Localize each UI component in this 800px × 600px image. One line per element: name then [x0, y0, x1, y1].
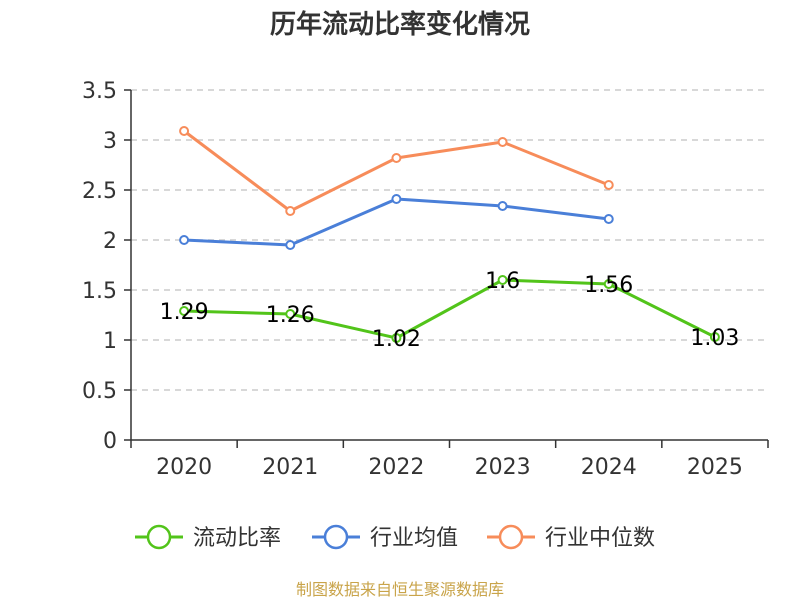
legend-label: 行业均值 — [370, 526, 458, 551]
data-point[interactable] — [285, 309, 296, 319]
y-tick-label: 0.5 — [82, 379, 117, 404]
data-point[interactable] — [391, 194, 402, 204]
x-tick-label: 2020 — [156, 455, 212, 480]
y-tick-label: 1.5 — [82, 279, 117, 304]
data-label: 1.29 — [160, 300, 209, 325]
data-point[interactable] — [603, 180, 614, 190]
legend-marker — [323, 524, 349, 550]
data-point[interactable] — [285, 206, 296, 216]
chart-title: 历年流动比率变化情况 — [270, 9, 530, 40]
x-tick-label: 2023 — [475, 455, 531, 480]
grid — [131, 89, 768, 391]
y-tick-label: 0 — [103, 429, 117, 454]
data-point[interactable] — [603, 279, 614, 289]
data-point[interactable] — [179, 306, 190, 316]
legend-item-2[interactable]: 行业中位数 — [487, 524, 655, 551]
data-point[interactable] — [603, 214, 614, 224]
x-tick-label: 2021 — [262, 455, 318, 480]
legend-marker — [498, 524, 524, 550]
data-labels: 1.29 1.26 1.02 1.6 1.56 1.03 — [160, 269, 740, 352]
data-point[interactable] — [179, 126, 190, 136]
y-tick-label: 2.5 — [82, 179, 117, 204]
y-tick-label: 3.5 — [82, 79, 117, 104]
data-point[interactable] — [497, 275, 508, 285]
data-point[interactable] — [285, 240, 296, 250]
data-point[interactable] — [391, 153, 402, 163]
x-tick-label: 2024 — [581, 455, 637, 480]
legend-item-0[interactable]: 流动比率 — [135, 524, 281, 551]
axes: 0 0.5 1 1.5 2 2.5 3 3.5 2020 2021 2022 2023 2024 2025 — [82, 79, 769, 480]
x-tick-label: 2022 — [368, 455, 424, 480]
data-label: 1.26 — [266, 303, 315, 328]
data-point[interactable] — [709, 332, 720, 342]
data-point[interactable] — [497, 201, 508, 211]
data-label: 1.02 — [372, 327, 421, 352]
legend-marker — [146, 524, 172, 550]
data-point[interactable] — [179, 235, 190, 245]
y-tick-label: 1 — [103, 329, 117, 354]
legend-label: 流动比率 — [193, 526, 281, 551]
data-point[interactable] — [497, 137, 508, 147]
y-tick-label: 2 — [103, 229, 117, 254]
x-tick-label: 2025 — [687, 455, 743, 480]
series-line-0 — [184, 278, 716, 340]
legend-item-1[interactable]: 行业均值 — [312, 524, 458, 551]
series-group — [179, 126, 720, 343]
data-label: 1.03 — [690, 326, 739, 351]
source-note: 制图数据来自恒生聚源数据库 — [296, 580, 504, 599]
y-tick-label: 3 — [103, 129, 117, 154]
data-point[interactable] — [391, 333, 402, 343]
legend[interactable]: 流动比率 行业均值 行业中位数 — [135, 524, 655, 551]
legend-label: 行业中位数 — [545, 526, 655, 551]
data-label: 1.56 — [584, 273, 633, 298]
series-line-1 — [184, 197, 609, 247]
data-label: 1.6 — [485, 269, 520, 294]
